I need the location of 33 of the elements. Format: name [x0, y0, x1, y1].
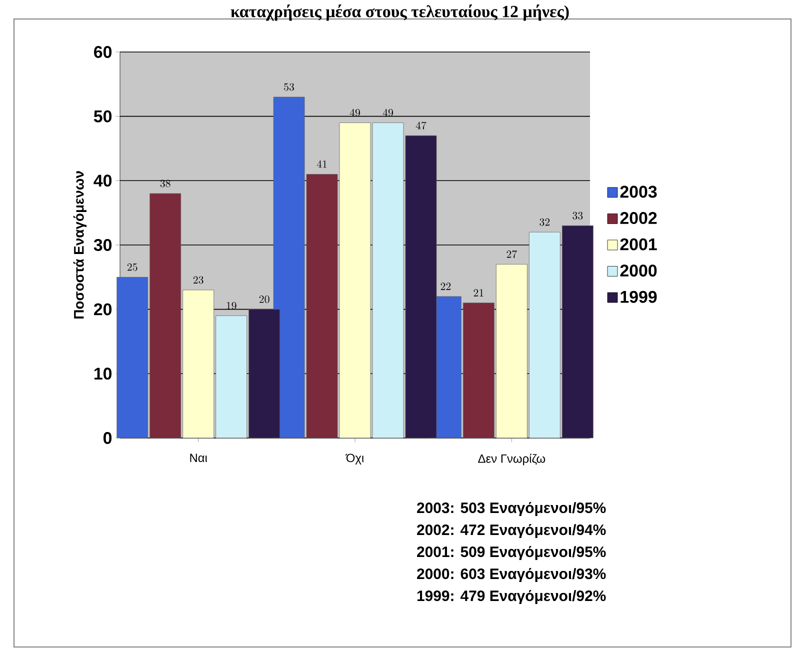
y-tick-label: 50 [94, 110, 112, 122]
x-tick-label: Ναι [190, 454, 208, 462]
data-label: 20 [259, 296, 270, 304]
data-label: 23 [193, 276, 204, 284]
y-tick-label: 10 [94, 368, 112, 380]
legend-label: 2003 [620, 186, 657, 198]
y-tick-label: 60 [94, 46, 112, 58]
legend-label: 2001 [620, 238, 657, 250]
text: 2003: 503 Εναγόμενοι/95% [417, 502, 606, 516]
y-tick-label: 20 [94, 303, 112, 316]
data-label: 32 [540, 218, 550, 226]
y-tick-label: 40 [94, 174, 112, 187]
legend-label: 2002 [620, 212, 657, 224]
y-axis-title: Ποσοστά Εναγόμενων [73, 171, 87, 318]
text: 2001: 509 Εναγόμενοι/95% [417, 546, 606, 560]
x-tick-label: Όχι [346, 454, 364, 465]
legend-label: 1999 [620, 290, 657, 303]
y-tick-label: 30 [94, 238, 112, 251]
data-label: 25 [127, 263, 138, 271]
data-label: 21 [474, 289, 484, 296]
x-tick-label: Δεν Γνωρίζω [478, 454, 546, 466]
text: 1999: 479 Εναγόμενοι/92% [417, 590, 606, 604]
data-label: 41 [316, 160, 327, 168]
data-label: 33 [572, 212, 583, 220]
chart-title: καταχρήσεις μέσα στους τελευταίους 12 μήνες) [230, 4, 569, 21]
data-label: 22 [440, 282, 451, 290]
data-label: 53 [284, 83, 294, 91]
data-label: 47 [416, 122, 426, 130]
text: 2002: 472 Εναγόμενοι/94% [417, 524, 606, 538]
y-tick-label: 0 [103, 432, 112, 444]
text: 2000: 603 Εναγόμενοι/93% [417, 568, 606, 582]
data-label: 27 [506, 250, 517, 258]
legend-label: 2000 [620, 264, 657, 277]
